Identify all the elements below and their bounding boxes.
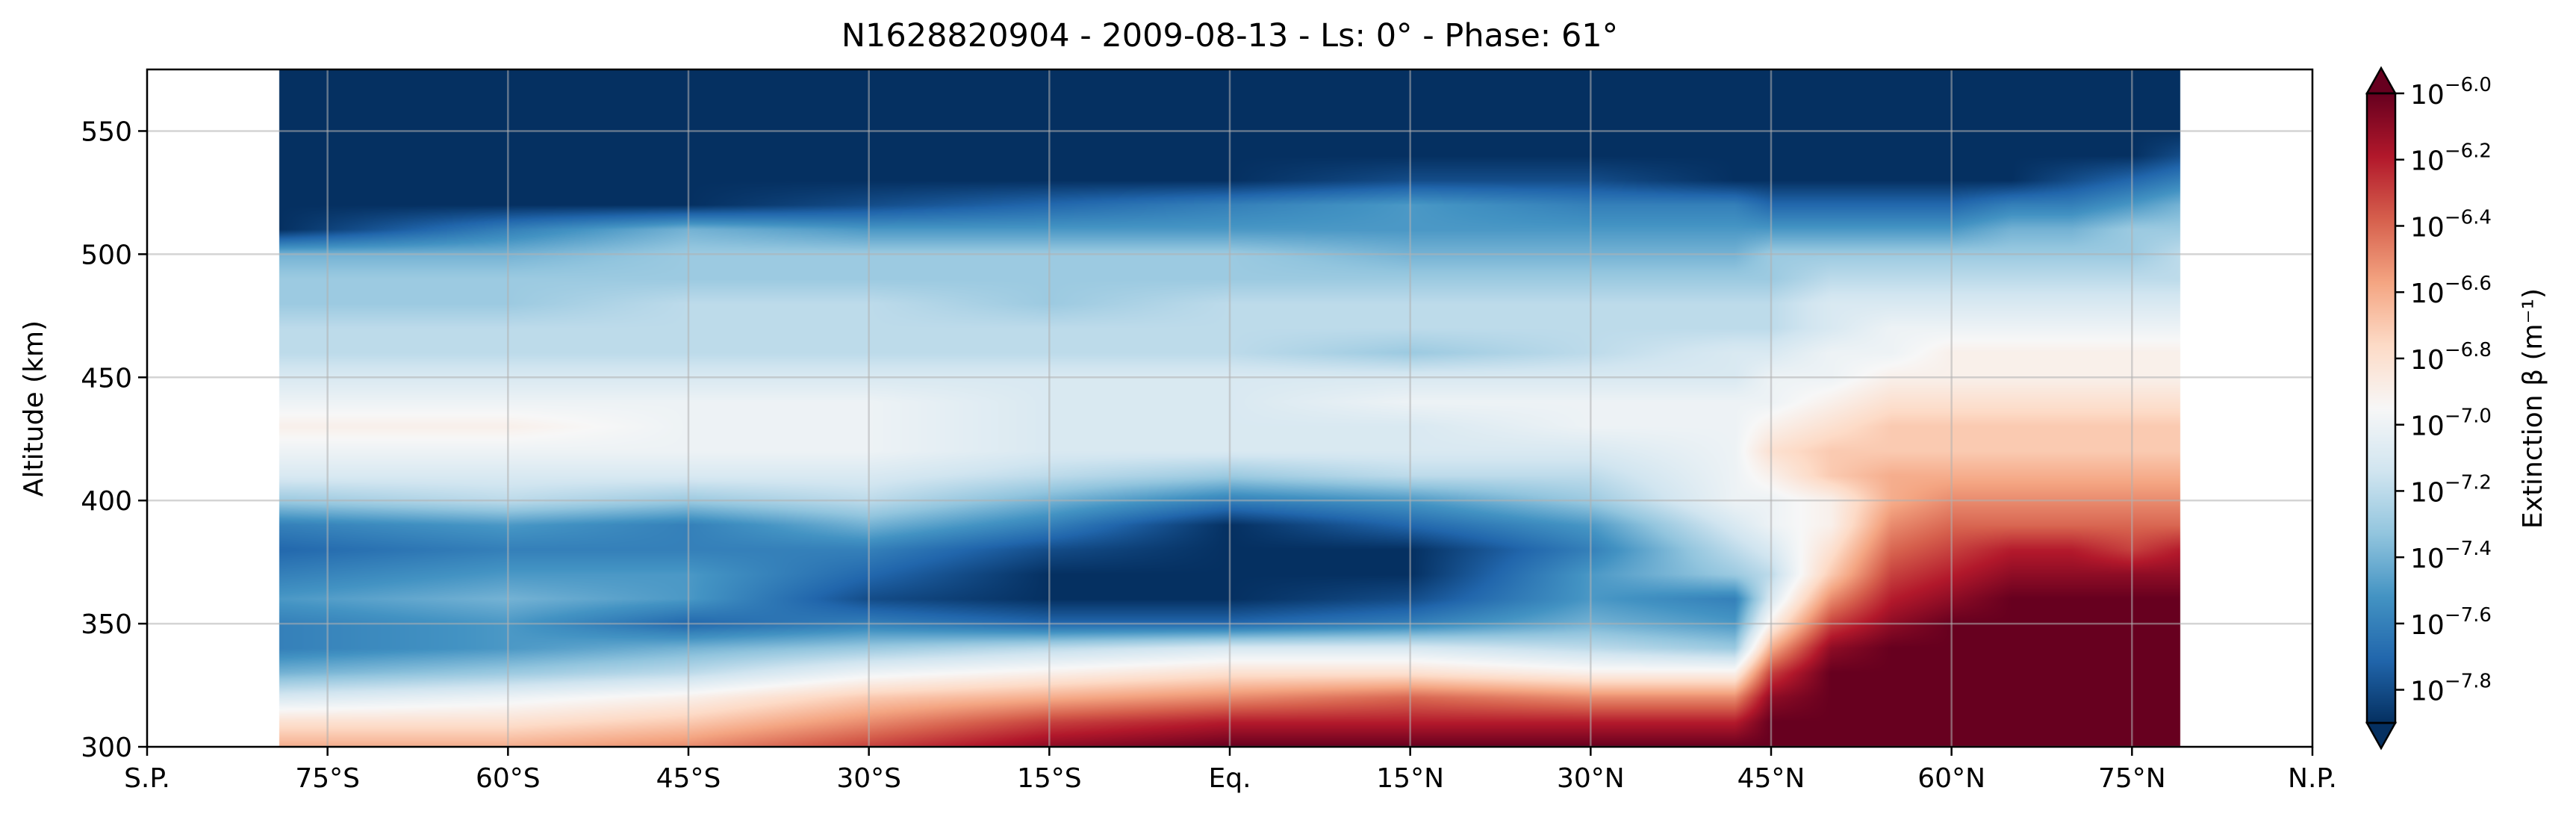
colorbar-tick-label: 10−6.6 [2410, 273, 2492, 309]
x-tick-label: 45°N [1737, 763, 1805, 794]
x-tick-label: 75°N [2098, 763, 2166, 794]
colorbar-tick-label: 10−6.2 [2410, 140, 2492, 177]
colorbar-tick-label: 10−7.8 [2410, 671, 2492, 707]
x-tick-label: S.P. [124, 763, 170, 794]
y-axis-label: Altitude (km) [19, 320, 49, 497]
x-tick-label: 30°N [1557, 763, 1625, 794]
x-tick-label: 30°S [836, 763, 901, 794]
colorbar-gradient-holder [2367, 93, 2395, 723]
x-axis: S.P. 75°S 60°S 45°S 30°S 15°S Eq. 15°N 30°N 45°N 6… [124, 747, 2337, 794]
x-tick-label: Eq. [1208, 763, 1251, 794]
colorbar-tick-label: 10−7.4 [2410, 538, 2492, 574]
y-tick-label: 300 [81, 733, 132, 763]
y-tick-label: 450 [81, 363, 132, 394]
x-tick-label: 60°S [476, 763, 541, 794]
colorbar-gradient [2367, 93, 2395, 723]
x-tick-label: N.P. [2288, 763, 2337, 794]
colorbar-tick-label: 10−6.4 [2410, 206, 2492, 243]
colorbar-frame [2365, 92, 2397, 724]
colorbar-tick-label: 10−6.0 [2410, 74, 2492, 111]
x-tick-label: 15°S [1017, 763, 1082, 794]
y-tick-label: 500 [81, 240, 132, 270]
y-axis: 300 350 400 450 500 550 [81, 117, 147, 763]
y-tick-label: 400 [81, 486, 132, 517]
x-tick-label: 60°N [1917, 763, 1985, 794]
grid-layer [146, 69, 2314, 748]
colorbar-tick-label: 10−6.8 [2410, 339, 2492, 376]
colorbar: 10−6.0 10−6.2 10−6.4 10−6.6 10−6.8 10−7.0 10−7… [2365, 66, 2548, 751]
x-tick-label: 45°S [656, 763, 721, 794]
y-tick-label: 350 [81, 609, 132, 640]
colorbar-tick-label: 10−7.0 [2410, 406, 2492, 442]
colorbar-tick-label: 10−7.6 [2410, 604, 2492, 641]
colorbar-tick-label: 10−7.2 [2410, 471, 2492, 508]
colorbar-label: Extinction β (m⁻¹) [2518, 288, 2548, 529]
y-tick-label: 550 [81, 117, 132, 147]
colorbar-extend-min [2365, 721, 2398, 751]
x-tick-label: 15°N [1376, 763, 1444, 794]
colorbar-extend-max [2365, 66, 2398, 95]
colorbar-ticks: 10−6.0 10−6.2 10−6.4 10−6.6 10−6.8 10−7.0 10−7… [2395, 74, 2492, 707]
chart-title: N1628820904 - 2009-08-13 - Ls: 0° - Phas… [841, 17, 1618, 55]
x-tick-label: 75°S [295, 763, 360, 794]
